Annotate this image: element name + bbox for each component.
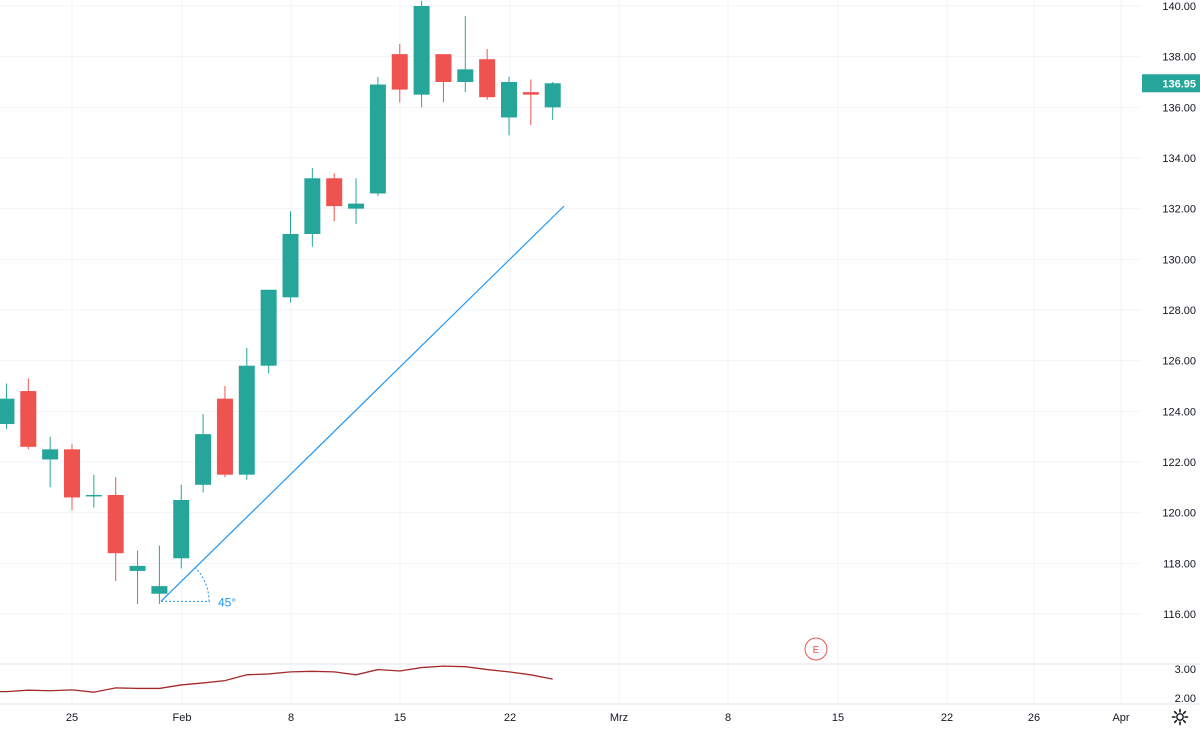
candle-body (42, 449, 59, 460)
time-tick-label: 25 (66, 712, 78, 724)
price-tick-label: 136.00 (1162, 102, 1196, 114)
earnings-marker (804, 637, 828, 661)
grid-lines (0, 0, 1200, 705)
trendline[interactable] (160, 205, 565, 602)
last-price-tag-bg (1142, 74, 1200, 93)
time-tick-label: Apr (1112, 712, 1129, 724)
time-tick-label: Mrz (610, 712, 628, 724)
candle-body (435, 54, 452, 82)
candle-body (348, 203, 365, 209)
candle-body (151, 586, 168, 594)
price-tick-label: 134.00 (1162, 153, 1196, 165)
candle-body (544, 83, 561, 108)
price-tick-label: 120.00 (1162, 508, 1196, 520)
time-tick-label: 22 (941, 712, 953, 724)
candles (0, 0, 561, 604)
candle-body (107, 494, 124, 554)
candle-body (501, 82, 517, 118)
price-tick-label: 138.00 (1162, 52, 1196, 64)
price-tick-label: 130.00 (1162, 254, 1196, 266)
indicator-line (0, 665, 553, 693)
candle-body (522, 92, 539, 95)
candle-body (129, 565, 146, 571)
time-tick-label: 26 (1028, 712, 1040, 724)
price-tick-label: 124.00 (1162, 406, 1196, 418)
angle-arc (194, 566, 210, 602)
gear-icon (1171, 708, 1189, 726)
price-tick-label: 132.00 (1162, 204, 1196, 216)
angle-label: 45° (218, 595, 236, 609)
candle-body (457, 69, 474, 82)
price-tick-label: 118.00 (1163, 558, 1196, 570)
earnings-marker-label: E (813, 645, 820, 656)
price-tick-label: 128.00 (1162, 305, 1196, 317)
time-tick-label: 15 (394, 712, 406, 724)
candle-body (304, 178, 321, 234)
indicator-pane (0, 665, 553, 693)
time-tick-label: 22 (504, 712, 516, 724)
candle-body (369, 84, 386, 194)
candle-body (0, 398, 15, 424)
candle-body (20, 391, 37, 447)
price-tick-label: 140.00 (1162, 1, 1196, 13)
candle-body (238, 365, 255, 475)
price-tick-label: 122.00 (1162, 457, 1196, 469)
candle-body (282, 234, 299, 298)
last-price-label: 136.95 (1162, 78, 1196, 90)
indicator-tick-label: 2.00 (1175, 693, 1196, 705)
time-tick-label: 8 (725, 712, 731, 724)
candle-body (391, 54, 408, 90)
candle-body (413, 6, 430, 95)
price-tick-label: 126.00 (1162, 356, 1196, 368)
last-price-tag: 136.95 (1142, 74, 1200, 93)
candle-body (216, 398, 233, 475)
chart-settings-button[interactable] (1168, 706, 1192, 728)
candle-body (326, 178, 343, 207)
time-tick-label: 15 (832, 712, 844, 724)
time-tick-label: 8 (288, 712, 294, 724)
candle-body (85, 494, 102, 497)
price-tick-label: 116.00 (1163, 609, 1196, 621)
candle-body (173, 500, 190, 559)
annotations[interactable]: 45° E (160, 205, 828, 661)
candle-body (479, 59, 496, 98)
axes[interactable]: 116.00 118.00 120.00 122.00 124.00 126.00 128.… (66, 1, 1196, 724)
candle-body (64, 449, 80, 498)
time-tick-label: Feb (173, 712, 192, 724)
candle-body (195, 434, 212, 485)
candle-body (260, 289, 277, 366)
indicator-tick-label: 3.00 (1175, 664, 1196, 676)
